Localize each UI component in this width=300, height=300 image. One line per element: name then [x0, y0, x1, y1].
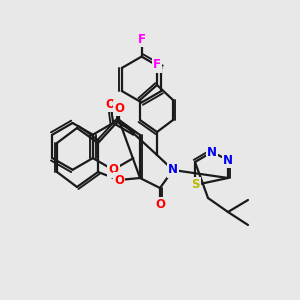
Text: F: F [138, 32, 146, 46]
Text: N: N [207, 146, 217, 158]
Text: O: O [114, 173, 124, 187]
Text: N: N [168, 164, 178, 176]
Text: O: O [106, 98, 116, 111]
Text: F: F [153, 58, 161, 71]
Text: O: O [108, 163, 118, 176]
Text: O: O [155, 199, 165, 212]
Text: N: N [223, 154, 233, 166]
Text: O: O [114, 101, 124, 115]
Text: S: S [191, 178, 199, 191]
